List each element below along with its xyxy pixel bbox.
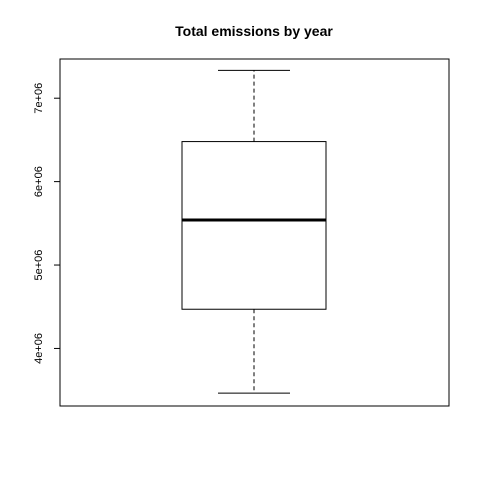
y-tick-label: 7e+06 — [33, 83, 45, 114]
chart-title: Total emissions by year — [175, 23, 333, 39]
plot-area-frame — [59, 58, 450, 407]
y-tick-label: 4e+06 — [33, 333, 45, 364]
boxplot-series — [181, 69, 327, 394]
y-tick-label: 5e+06 — [33, 250, 45, 281]
y-axis: 4e+06 5e+06 6e+06 7e+06 — [33, 83, 60, 364]
y-tick-label: 6e+06 — [33, 166, 45, 197]
interquartile-box — [181, 141, 327, 310]
